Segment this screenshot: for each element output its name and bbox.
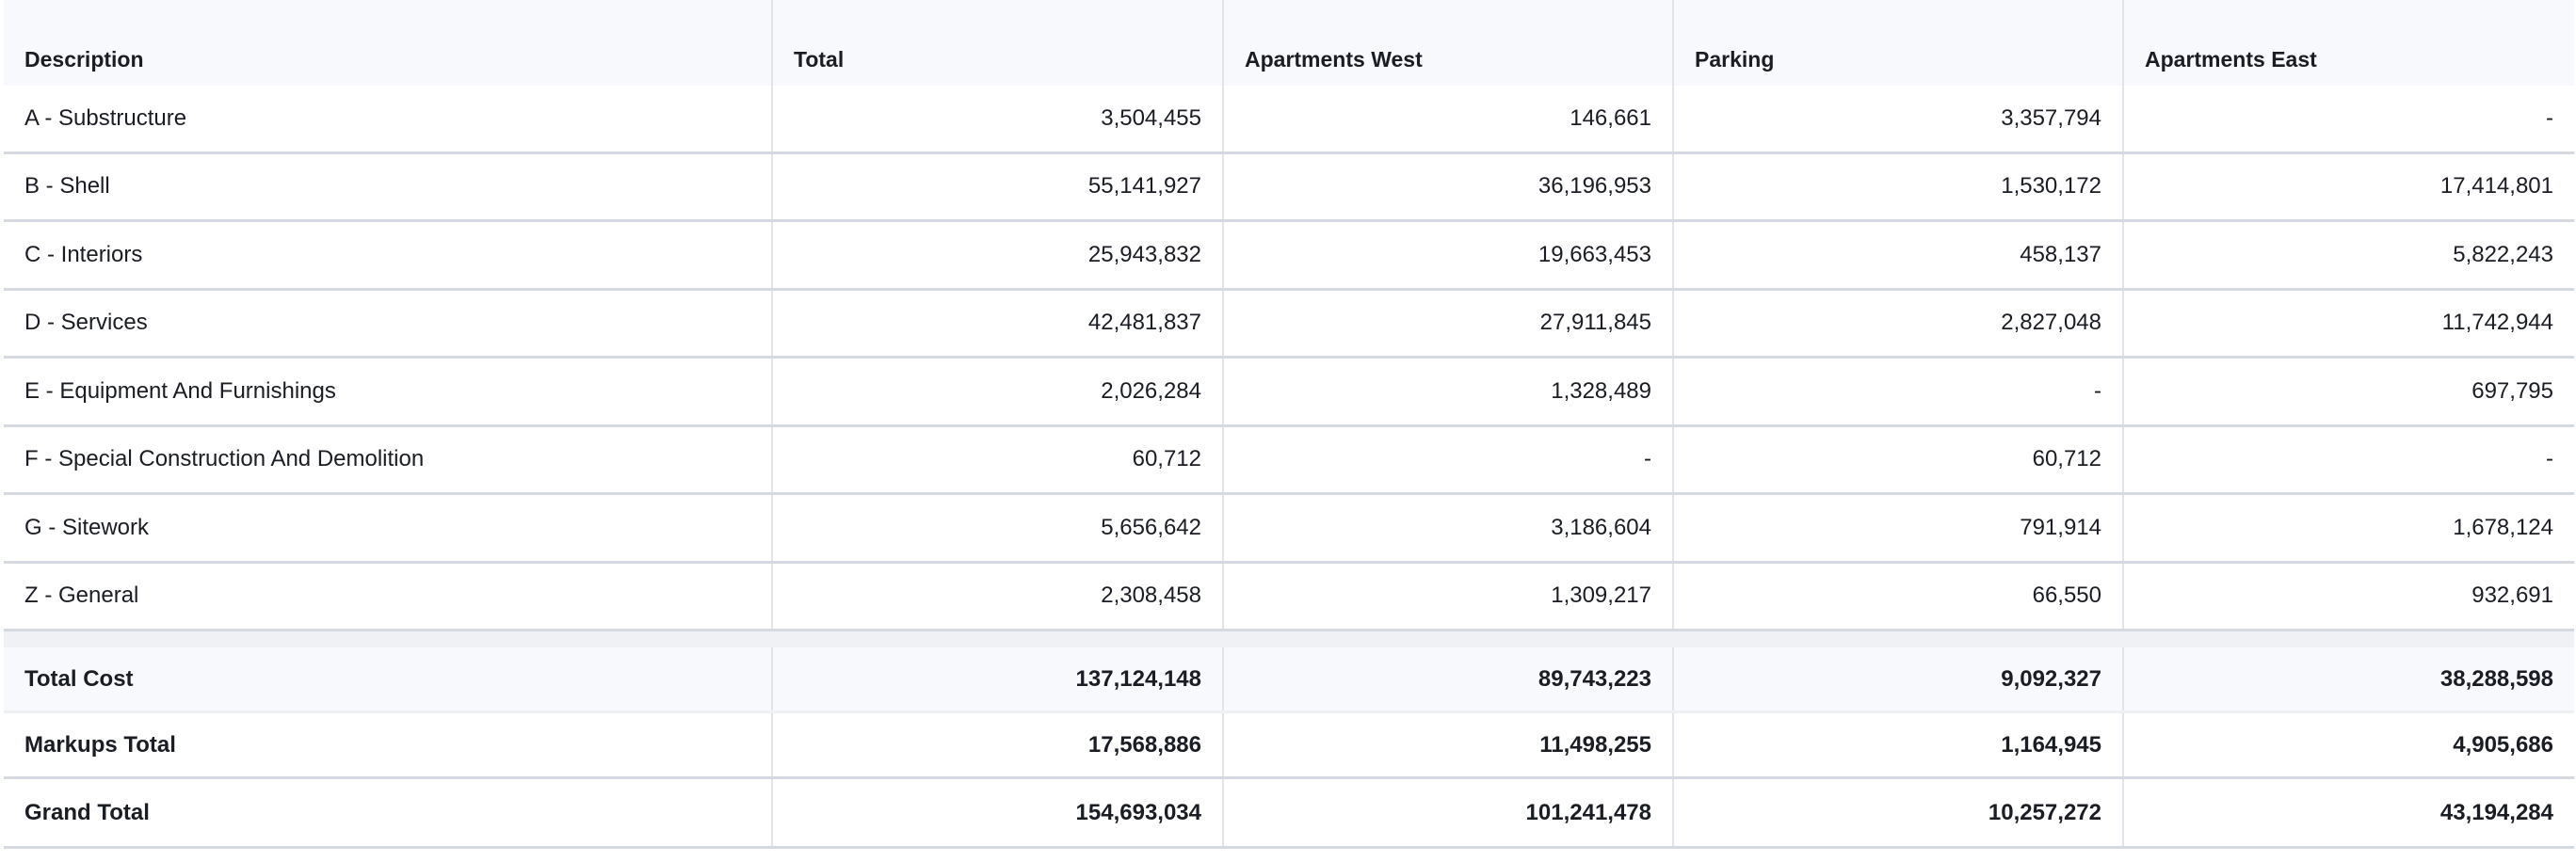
cell-parking: 9,092,327 <box>1674 647 2124 710</box>
cell-apartments-west: 19,663,453 <box>1224 222 1674 288</box>
column-header-apartments-east[interactable]: Apartments East <box>2145 47 2317 72</box>
cell-parking: 1,164,945 <box>1674 713 2124 776</box>
column-header-total[interactable]: Total <box>773 0 1224 86</box>
cell-description: C - Interiors <box>4 222 773 288</box>
table-row[interactable]: B - Shell 55,141,927 36,196,953 1,530,172 17… <box>4 153 2574 222</box>
cell-total: 2,308,458 <box>773 563 1224 629</box>
cell-apartments-east: - <box>2546 104 2553 131</box>
cell-total: 2,026,284 <box>773 359 1224 424</box>
table-row[interactable]: E - Equipment And Furnishings 2,026,284 1,… <box>4 359 2574 427</box>
table-row[interactable]: A - Substructure 3,504,455 146,661 3,357,79… <box>4 86 2574 154</box>
cell-apartments-west: 146,661 <box>1224 86 1674 152</box>
cell-description: A - Substructure <box>4 86 773 152</box>
cell-parking: 1,530,172 <box>1674 153 2124 219</box>
cell-total: 137,124,148 <box>773 647 1224 710</box>
table-row[interactable]: G - Sitework 5,656,642 3,186,604 791,914 1,6… <box>4 495 2574 564</box>
cell-apartments-west: 36,196,953 <box>1224 153 1674 219</box>
cell-parking: 458,137 <box>1674 222 2124 288</box>
cell-total: 154,693,034 <box>773 779 1224 846</box>
cell-total: 17,568,886 <box>773 713 1224 776</box>
cell-apartments-east: 11,742,944 <box>2441 310 2553 336</box>
cell-description: F - Special Construction And Demolition <box>4 426 773 492</box>
cell-parking: 66,550 <box>1674 563 2124 629</box>
cell-total: 42,481,837 <box>773 290 1224 356</box>
cell-total: 55,141,927 <box>773 153 1224 219</box>
cell-apartments-east: 4,905,686 <box>2453 731 2553 758</box>
column-header-parking[interactable]: Parking <box>1674 0 2124 86</box>
grand-total-row[interactable]: Grand Total 154,693,034 101,241,478 10,257,… <box>4 779 2574 849</box>
cell-apartments-east: 38,288,598 <box>2439 665 2553 692</box>
cell-apartments-east: 17,414,801 <box>2439 173 2553 200</box>
cell-description: E - Equipment And Furnishings <box>4 359 773 424</box>
table-row[interactable]: F - Special Construction And Demolition 6… <box>4 426 2574 495</box>
cell-apartments-west: 89,743,223 <box>1224 647 1674 710</box>
table-row[interactable]: Z - General 2,308,458 1,309,217 66,550 932,6… <box>4 563 2574 631</box>
markups-total-row[interactable]: Markups Total 17,568,886 11,498,255 1,164,9… <box>4 713 2574 779</box>
cell-total: 3,504,455 <box>773 86 1224 152</box>
cell-description: Z - General <box>4 563 773 629</box>
cell-parking: - <box>1674 359 2124 424</box>
cell-total: 60,712 <box>773 426 1224 492</box>
cell-description: B - Shell <box>4 153 773 219</box>
cell-apartments-west: 27,911,845 <box>1224 290 1674 356</box>
cell-apartments-west: 1,328,489 <box>1224 359 1674 424</box>
cell-apartments-west: - <box>1224 426 1674 492</box>
cell-total: 25,943,832 <box>773 222 1224 288</box>
cell-parking: 10,257,272 <box>1674 779 2124 846</box>
cell-apartments-west: 3,186,604 <box>1224 495 1674 561</box>
cell-apartments-east: 932,691 <box>2471 583 2553 609</box>
cell-description: Total Cost <box>4 647 773 710</box>
cost-summary-table: Description Total Apartments West Parkin… <box>4 0 2574 849</box>
cell-parking: 3,357,794 <box>1674 86 2124 152</box>
cell-description: Markups Total <box>4 713 773 776</box>
table-header: Description Total Apartments West Parkin… <box>4 0 2574 86</box>
cell-apartments-east: 1,678,124 <box>2453 514 2553 540</box>
cell-apartments-west: 1,309,217 <box>1224 563 1674 629</box>
cell-description: G - Sitework <box>4 495 773 561</box>
cell-description: Grand Total <box>4 779 773 846</box>
cell-apartments-east: 697,795 <box>2471 377 2553 404</box>
column-header-description[interactable]: Description <box>4 0 773 86</box>
cell-apartments-east: - <box>2546 446 2553 472</box>
cell-apartments-east: 43,194,284 <box>2439 799 2553 825</box>
cell-description: D - Services <box>4 290 773 356</box>
total-cost-row[interactable]: Total Cost 137,124,148 89,743,223 9,092,327… <box>4 647 2574 713</box>
table-row[interactable]: D - Services 42,481,837 27,911,845 2,827,04… <box>4 290 2574 359</box>
column-header-apartments-west[interactable]: Apartments West <box>1224 0 1674 86</box>
cell-apartments-west: 11,498,255 <box>1224 713 1674 776</box>
cell-apartments-west: 101,241,478 <box>1224 779 1674 846</box>
cell-parking: 791,914 <box>1674 495 2124 561</box>
cell-parking: 60,712 <box>1674 426 2124 492</box>
cell-apartments-east: 5,822,243 <box>2453 241 2553 267</box>
cell-parking: 2,827,048 <box>1674 290 2124 356</box>
section-divider <box>4 631 2574 647</box>
table-row[interactable]: C - Interiors 25,943,832 19,663,453 458,137… <box>4 222 2574 291</box>
cell-total: 5,656,642 <box>773 495 1224 561</box>
